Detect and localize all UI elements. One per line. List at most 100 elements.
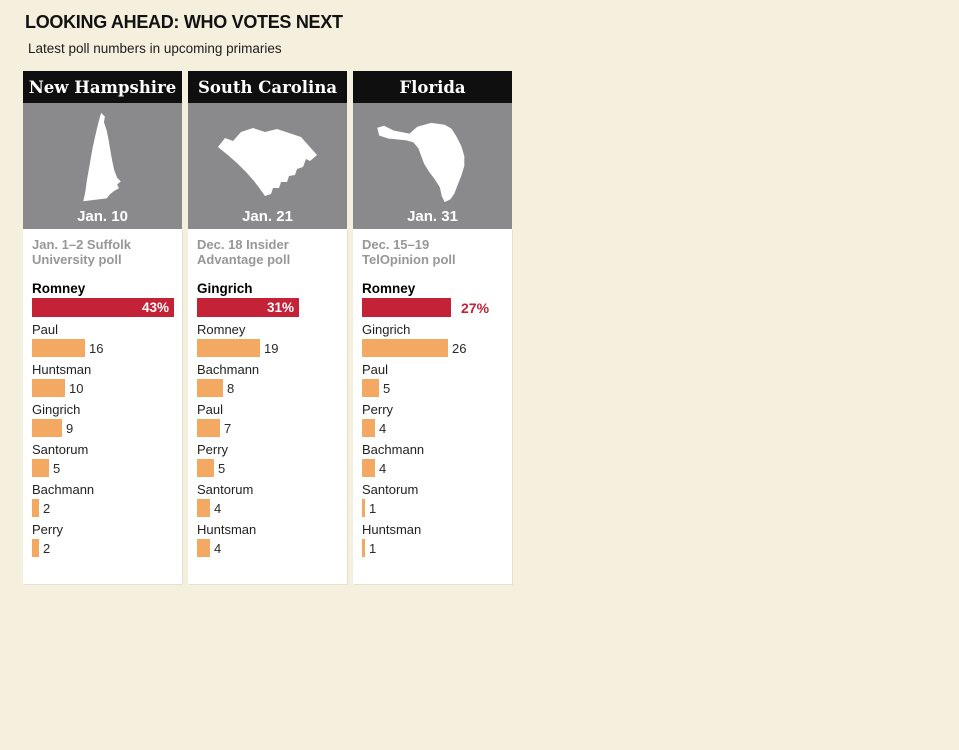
poll-bars: Romney 43% Paul 16 Huntsman 10 Gingrich 9 Santor… (32, 281, 174, 557)
poll-source-line: Advantage poll (197, 252, 291, 267)
poll-value: 2 (43, 500, 51, 516)
poll-bar (362, 379, 379, 397)
bar-row: 4 (197, 499, 337, 517)
leader-bar: 43% (32, 298, 174, 317)
poll-value: 31% (266, 300, 294, 315)
bar-row: 27% (362, 298, 502, 317)
candidate-name: Romney (197, 322, 246, 337)
poll-value: 9 (66, 420, 74, 436)
south-carolina-map-icon (217, 128, 317, 196)
candidate-name: Santorum (197, 482, 254, 497)
candidate-row: Romney 43% (32, 281, 174, 317)
poll-value: 7 (224, 420, 232, 436)
poll-bar (32, 379, 65, 397)
poll-panel: Jan. 1–2 Suffolk University poll Romney 4… (23, 229, 182, 584)
bar-row: 43% (32, 298, 174, 317)
bar-row: 2 (32, 539, 172, 557)
new-hampshire-map-icon (82, 112, 121, 202)
candidate-row: Paul 5 (362, 362, 502, 397)
poll-bar (32, 339, 85, 357)
candidate-row: Gingrich 9 (32, 402, 172, 437)
candidate-name: Gingrich (362, 322, 411, 337)
panel-florida: Florida Jan. 31 Dec. 15–19 TelOpinion po… (353, 71, 512, 584)
poll-value: 19 (264, 340, 279, 356)
map-box: Jan. 10 (23, 103, 182, 229)
poll-bar (197, 339, 260, 357)
candidate-row: Paul 16 (32, 322, 172, 357)
state-header: New Hampshire (23, 71, 182, 103)
bar-row: 19 (197, 339, 337, 357)
poll-source-line: Jan. 1–2 Suffolk (32, 237, 131, 252)
poll-value: 27% (461, 299, 490, 316)
florida-map-icon (376, 122, 464, 203)
poll-bar (197, 379, 223, 397)
candidate-name: Paul (197, 402, 224, 417)
bar-row: 10 (32, 379, 172, 397)
poll-value: 2 (43, 540, 51, 556)
map-box: Jan. 21 (188, 103, 347, 229)
candidate-row: Paul 7 (197, 402, 337, 437)
poll-source-line: Dec. 18 Insider (197, 237, 289, 252)
poll-bar (197, 499, 210, 517)
candidate-name: Gingrich (32, 402, 81, 417)
state-header: South Carolina (188, 71, 347, 103)
candidate-name: Santorum (362, 482, 419, 497)
candidate-name: Romney (362, 281, 416, 296)
candidate-row: Gingrich 31% (197, 281, 337, 317)
panel-new-hampshire: New Hampshire Jan. 10 Jan. 1–2 Suffolk U… (23, 71, 182, 584)
bar-row: 5 (362, 379, 502, 397)
candidate-row: Romney 27% (362, 281, 502, 317)
poll-bar (197, 459, 214, 477)
candidate-name: Gingrich (197, 281, 253, 296)
candidate-name: Paul (362, 362, 389, 377)
candidate-row: Perry 5 (197, 442, 337, 477)
leader-bar (362, 298, 451, 317)
bar-row: 4 (362, 459, 502, 477)
bar-row: 16 (32, 339, 172, 357)
poll-bars: Gingrich 31% Romney 19 Bachmann 8 Paul 7 Perry 5 S… (197, 281, 337, 557)
bar-row: 4 (362, 419, 502, 437)
poll-bar (362, 459, 375, 477)
poll-value: 4 (379, 420, 387, 436)
candidate-row: Santorum 5 (32, 442, 172, 477)
bar-row: 26 (362, 339, 502, 357)
poll-value: 8 (227, 380, 235, 396)
poll-bar (362, 339, 448, 357)
state-name: New Hampshire (28, 77, 177, 97)
candidate-row: Santorum 4 (197, 482, 337, 517)
state-header: Florida (353, 71, 512, 103)
state-name: Florida (399, 77, 466, 97)
poll-value: 5 (53, 460, 61, 476)
candidate-name: Santorum (32, 442, 89, 457)
primary-date: Jan. 21 (242, 208, 293, 225)
poll-value: 4 (214, 500, 222, 516)
poll-bar (362, 419, 375, 437)
poll-value: 5 (383, 380, 391, 396)
poll-bar (197, 539, 210, 557)
panel-south-carolina: South Carolina Jan. 21 Dec. 18 Insider A… (188, 71, 347, 584)
poll-bar (362, 539, 365, 557)
page-subtitle: Latest poll numbers in upcoming primarie… (28, 41, 282, 56)
candidate-name: Huntsman (197, 522, 257, 537)
poll-bar (32, 419, 62, 437)
candidate-name: Huntsman (362, 522, 422, 537)
candidate-row: Perry 4 (362, 402, 502, 437)
poll-source: Dec. 15–19 TelOpinion poll (362, 237, 502, 267)
candidate-name: Bachmann (32, 482, 95, 497)
poll-bars: Romney 27% Gingrich 26 Paul 5 Perry 4 Bachmann 4 S… (362, 281, 502, 557)
bar-row: 9 (32, 419, 172, 437)
poll-source: Dec. 18 Insider Advantage poll (197, 237, 337, 267)
candidate-row: Gingrich 26 (362, 322, 502, 357)
bar-row: 5 (197, 459, 337, 477)
poll-bar (32, 459, 49, 477)
poll-panel: Dec. 18 Insider Advantage poll Gingrich 3… (188, 229, 347, 584)
candidate-row: Huntsman 1 (362, 522, 502, 557)
poll-source-line: TelOpinion poll (362, 252, 456, 267)
poll-source: Jan. 1–2 Suffolk University poll (32, 237, 172, 267)
bar-row: 31% (197, 298, 337, 317)
candidate-row: Perry 2 (32, 522, 172, 557)
candidate-name: Romney (32, 281, 86, 296)
candidate-name: Bachmann (362, 442, 425, 457)
poll-value: 43% (141, 300, 169, 315)
primary-date: Jan. 31 (407, 208, 458, 225)
